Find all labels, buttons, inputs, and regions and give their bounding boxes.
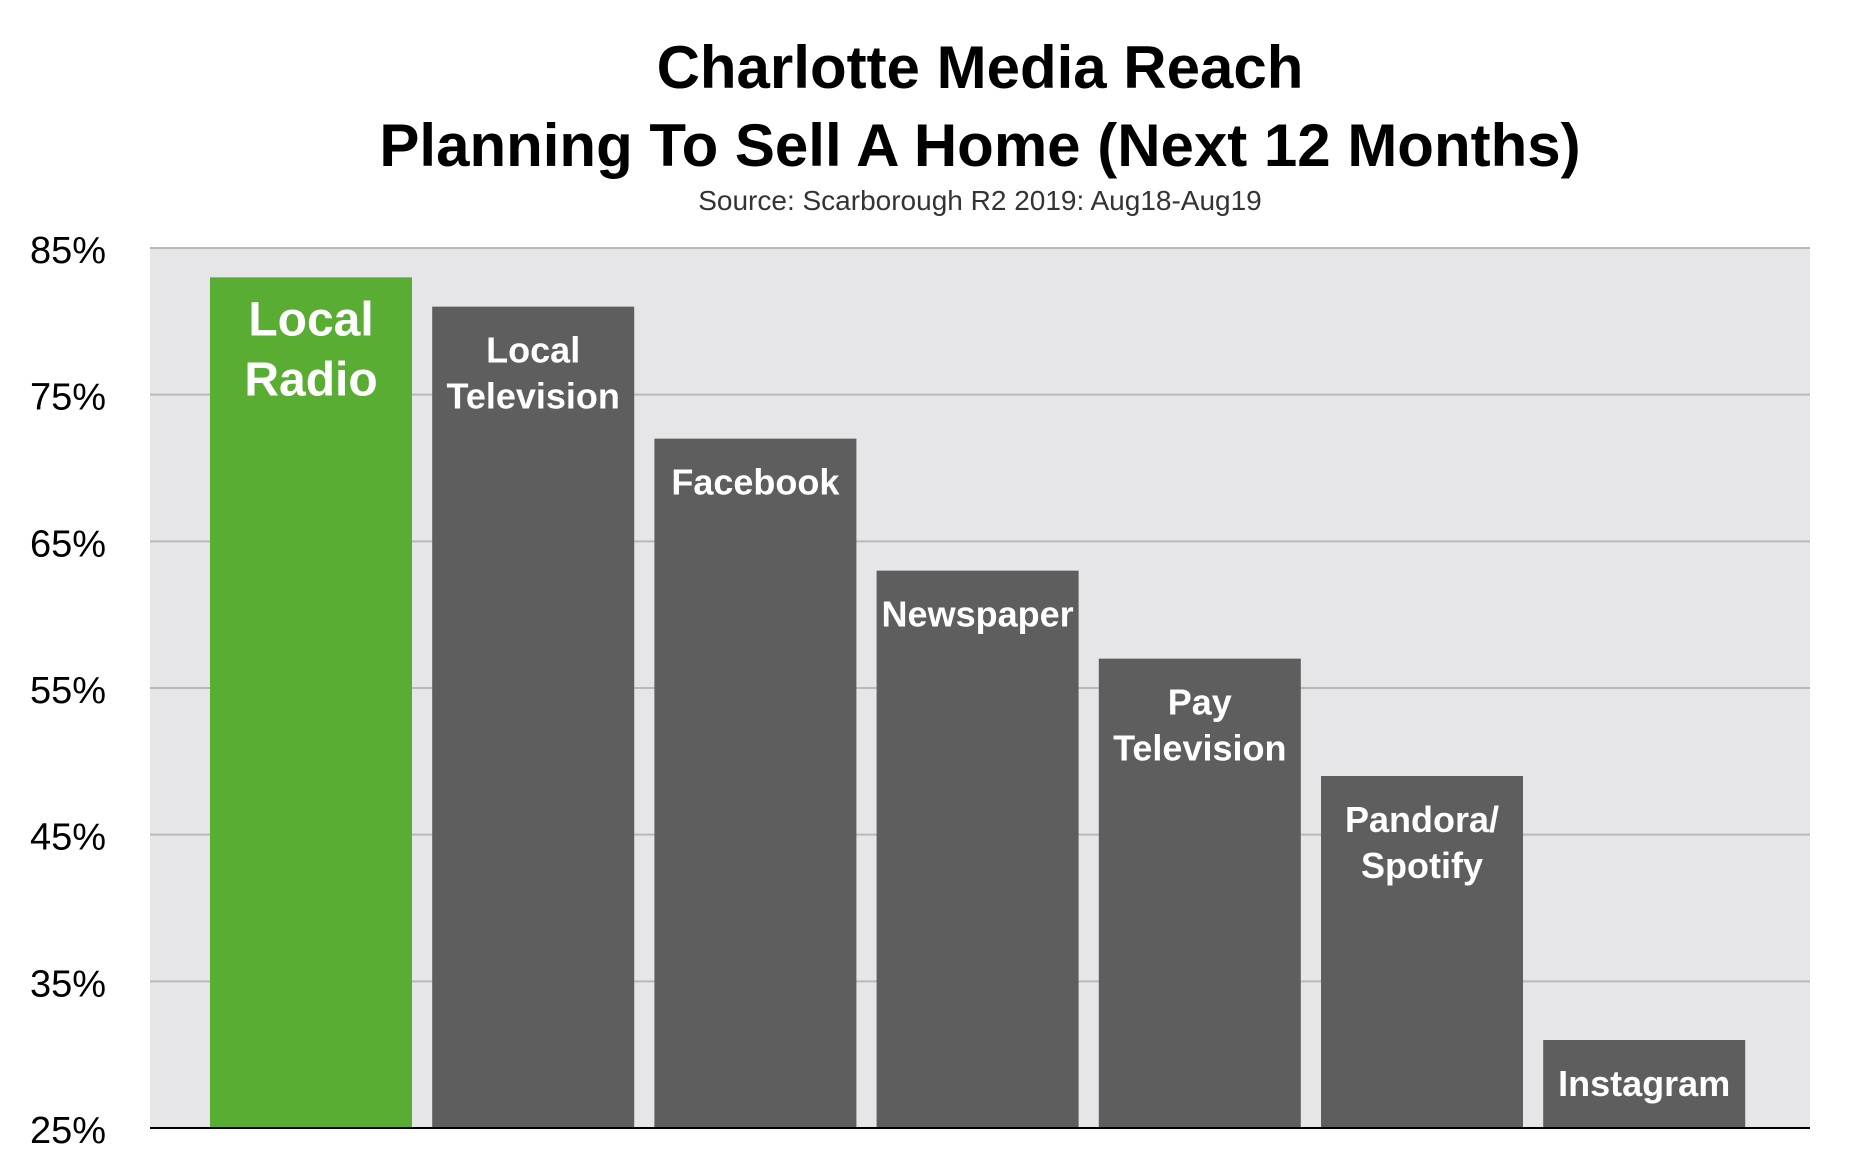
bar <box>1543 1040 1746 1128</box>
plot-area: 25% 35% 45% 55% 65% 75% 85% Local Radio Local Tele… <box>30 230 1810 1152</box>
bar-label: Facebook <box>671 462 840 503</box>
y-tick-label: 75% <box>30 377 106 419</box>
bar <box>654 438 857 1129</box>
y-tick-label: 25% <box>30 1110 106 1152</box>
chart-title: Charlotte Media Reach <box>657 34 1304 101</box>
bar-label: Local <box>248 293 373 346</box>
bar-label: Television <box>447 376 620 417</box>
y-tick-label: 65% <box>30 523 106 565</box>
bar <box>210 277 412 1128</box>
bar <box>1321 776 1523 1128</box>
bar-label: Pandora/ <box>1345 799 1499 840</box>
bar <box>1098 658 1301 1128</box>
bar-label: Radio <box>244 353 377 406</box>
y-tick-label: 45% <box>30 817 106 859</box>
bar <box>432 306 635 1129</box>
bar-label: Newspaper <box>882 594 1074 635</box>
bar-label: Spotify <box>1361 845 1483 886</box>
chart-subtitle: Planning To Sell A Home (Next 12 Months) <box>379 112 1580 179</box>
bar-label: Instagram <box>1558 1063 1730 1104</box>
chart-source: Source: Scarborough R2 2019: Aug18-Aug19 <box>698 185 1262 216</box>
y-tick-label: 85% <box>30 230 106 272</box>
bar-label: Television <box>1113 728 1286 769</box>
bar <box>876 570 1079 1128</box>
y-tick-label: 55% <box>30 670 106 712</box>
bar-label: Pay <box>1168 682 1232 723</box>
bar-label: Local <box>486 330 580 371</box>
y-tick-label: 35% <box>30 963 106 1005</box>
